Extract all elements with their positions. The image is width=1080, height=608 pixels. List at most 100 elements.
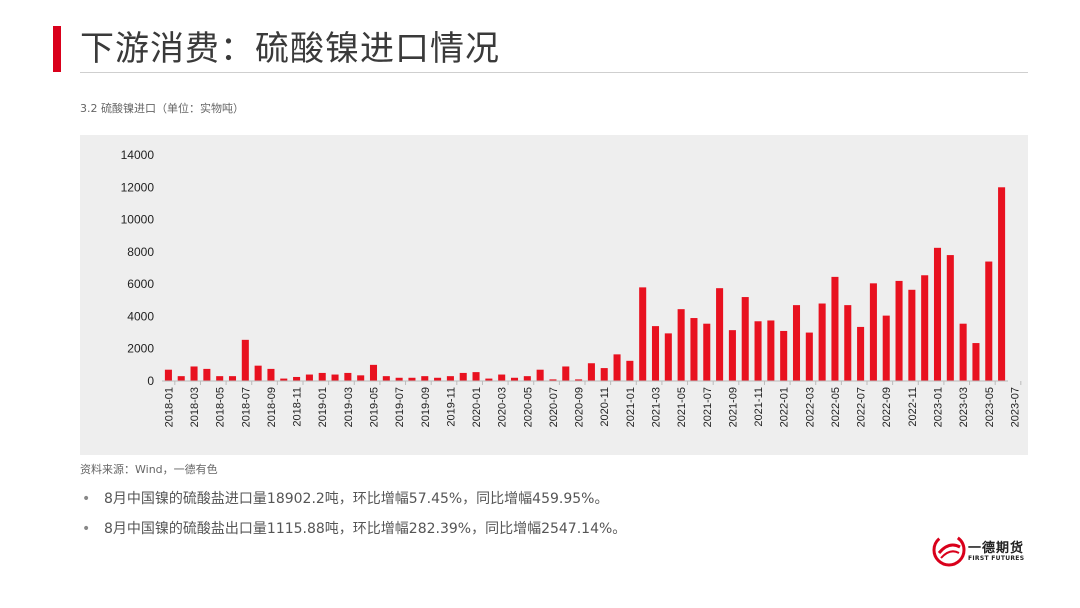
bar xyxy=(651,326,660,381)
bar xyxy=(203,368,211,381)
bar xyxy=(318,372,326,381)
bar xyxy=(857,326,865,381)
bar xyxy=(818,303,826,381)
y-tick-label: 12000 xyxy=(121,180,155,194)
x-tick-label: 2020-05 xyxy=(522,387,534,427)
x-tick-label: 2018-05 xyxy=(215,387,227,427)
bullet-icon: • xyxy=(82,521,91,537)
x-tick-label: 2020-07 xyxy=(548,387,560,427)
x-tick-label: 2020-01 xyxy=(471,387,483,427)
bar xyxy=(357,375,365,381)
bar xyxy=(767,320,775,381)
bar xyxy=(805,332,813,381)
bar xyxy=(485,378,493,381)
x-tick-label: 2019-05 xyxy=(369,387,381,427)
y-tick-label: 10000 xyxy=(121,213,155,227)
x-tick-label: 2019-01 xyxy=(317,387,329,427)
x-tick-label: 2021-11 xyxy=(753,387,765,427)
bar xyxy=(933,247,942,381)
x-tick-label: 2020-11 xyxy=(599,387,611,427)
bar xyxy=(395,377,403,381)
logo-english: FIRST FUTURES xyxy=(968,555,1025,562)
x-tick-label: 2019-07 xyxy=(394,387,406,427)
bar xyxy=(741,297,749,381)
bar xyxy=(677,309,685,381)
bar xyxy=(408,377,416,381)
bar xyxy=(895,280,903,381)
bar xyxy=(228,376,237,381)
bar xyxy=(600,368,608,381)
bar xyxy=(164,369,172,381)
x-tick-label: 2022-03 xyxy=(804,387,816,427)
chart-subtitle: 3.2 硫酸镍进口（单位：实物吨） xyxy=(80,102,244,115)
note-export: • 8月中国镍的硫酸盐出口量1115.88吨，环比增幅282.39%，同比增幅25… xyxy=(82,518,626,538)
bar xyxy=(459,372,467,381)
x-tick-label: 2022-05 xyxy=(830,387,842,427)
bar xyxy=(344,372,352,381)
logo-name: 一德期货 xyxy=(968,541,1025,556)
bar xyxy=(792,305,801,381)
x-tick-label: 2020-09 xyxy=(574,387,586,427)
x-tick-label: 2018-03 xyxy=(189,387,201,427)
x-tick-label: 2018-09 xyxy=(266,387,278,427)
bar xyxy=(690,318,698,381)
company-logo: 一德期货 FIRST FUTURES xyxy=(932,533,1032,569)
bar xyxy=(562,366,570,381)
x-tick-label: 2021-05 xyxy=(676,387,688,427)
x-tick-label: 2018-07 xyxy=(240,387,252,427)
bullet-icon: • xyxy=(82,491,91,507)
title-accent-bar xyxy=(53,26,61,72)
y-tick-label: 0 xyxy=(147,374,154,388)
bar xyxy=(921,275,929,381)
bar xyxy=(254,365,262,381)
bar-chart: 0 2000 4000 6000 8000 10000 12000 14000 2018-01 2… xyxy=(121,148,1022,427)
note-import: • 8月中国镍的硫酸盐进口量18902.2吨，环比增幅57.45%，同比增幅459… xyxy=(82,488,608,508)
x-tick-label: 2021-09 xyxy=(727,387,739,427)
bar xyxy=(523,376,531,381)
bar xyxy=(613,354,621,381)
bar xyxy=(293,376,301,381)
bar xyxy=(587,363,595,381)
bar xyxy=(536,369,544,381)
bar xyxy=(177,376,185,381)
bar xyxy=(754,321,762,381)
bar xyxy=(946,255,954,381)
x-tick-label: 2019-03 xyxy=(343,387,355,427)
x-tick-label: 2019-09 xyxy=(420,387,432,427)
bar xyxy=(780,330,788,381)
bar xyxy=(831,276,839,381)
bar xyxy=(908,289,916,381)
first-futures-emblem-icon xyxy=(932,533,966,567)
bar xyxy=(216,376,224,381)
x-tick-label: 2021-01 xyxy=(625,387,637,427)
bar xyxy=(728,330,736,381)
chart-source: 资料来源：Wind，一德有色 xyxy=(80,463,218,476)
bar xyxy=(472,372,480,381)
y-tick-label: 4000 xyxy=(127,309,154,323)
x-tick-label: 2021-07 xyxy=(702,387,714,427)
bar xyxy=(510,377,519,381)
bar xyxy=(716,288,724,381)
bar xyxy=(382,376,390,381)
x-tick-label: 2023-07 xyxy=(1009,387,1021,427)
bar xyxy=(369,364,378,381)
bar xyxy=(498,374,506,381)
bar xyxy=(446,376,454,381)
x-tick-label: 2022-09 xyxy=(881,387,893,427)
bar xyxy=(267,368,275,381)
x-tick-label: 2021-03 xyxy=(651,387,663,427)
bar xyxy=(664,333,672,381)
page-title: 下游消费：硫酸镍进口情况 xyxy=(80,29,500,69)
bar xyxy=(869,283,877,381)
bar xyxy=(280,378,288,381)
x-tick-label: 2022-11 xyxy=(907,387,919,427)
bar xyxy=(844,305,852,381)
bar xyxy=(703,323,711,381)
x-tick-label: 2023-03 xyxy=(958,387,970,427)
bar xyxy=(434,377,442,381)
x-tick-label: 2020-03 xyxy=(497,387,509,427)
note-import-text: 8月中国镍的硫酸盐进口量18902.2吨，环比增幅57.45%，同比增幅459.… xyxy=(104,491,609,507)
bar xyxy=(190,366,198,381)
title-divider xyxy=(80,72,1028,73)
x-tick-label: 2022-07 xyxy=(856,387,868,427)
